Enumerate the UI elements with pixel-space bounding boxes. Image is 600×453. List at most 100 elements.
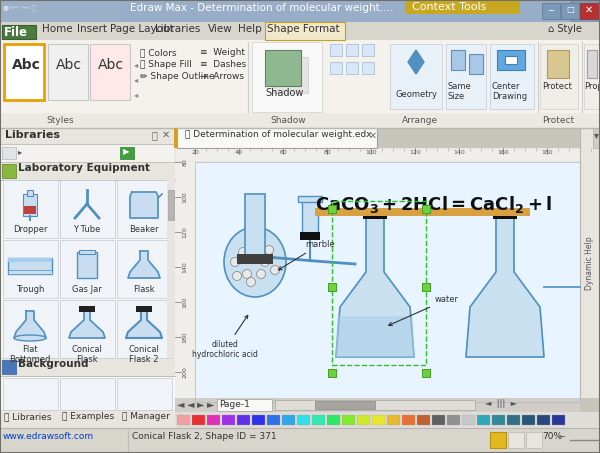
- Bar: [8, 270, 52, 274]
- Circle shape: [233, 271, 241, 280]
- Text: ◄  |||  ►: ◄ ||| ►: [485, 399, 517, 408]
- Bar: [267, 415, 280, 425]
- Bar: [0, 0, 600, 22]
- Bar: [3, 180, 58, 238]
- Text: Protect: Protect: [542, 116, 574, 125]
- Text: ▾: ▾: [594, 130, 599, 140]
- Circle shape: [260, 257, 269, 266]
- Bar: [117, 180, 172, 238]
- Bar: [136, 306, 152, 312]
- Text: Beaker: Beaker: [129, 225, 159, 234]
- Circle shape: [247, 278, 256, 286]
- Text: 80: 80: [323, 150, 331, 155]
- Text: Abc: Abc: [12, 58, 41, 72]
- Polygon shape: [466, 217, 544, 357]
- Text: Protect: Protect: [542, 82, 572, 91]
- Bar: [477, 415, 490, 425]
- Text: 200: 200: [182, 366, 187, 378]
- Bar: [3, 300, 58, 358]
- Text: ◂: ◂: [134, 91, 138, 100]
- Text: marble: marble: [278, 240, 335, 270]
- Bar: [77, 252, 97, 278]
- Text: 100: 100: [365, 150, 377, 155]
- Text: 80: 80: [182, 158, 187, 166]
- Text: 🎨 Shape Fill: 🎨 Shape Fill: [140, 60, 192, 69]
- Bar: [168, 190, 174, 220]
- Bar: [0, 410, 175, 428]
- Circle shape: [251, 252, 260, 261]
- Bar: [493, 209, 517, 219]
- Text: 160: 160: [497, 150, 509, 155]
- Bar: [245, 194, 265, 262]
- Text: ◂: ◂: [134, 76, 138, 85]
- Bar: [23, 194, 37, 216]
- Text: Context Tools: Context Tools: [412, 2, 487, 12]
- Bar: [422, 369, 430, 377]
- Circle shape: [265, 246, 274, 255]
- Bar: [462, 415, 475, 425]
- Polygon shape: [14, 311, 46, 338]
- Bar: [79, 306, 95, 312]
- Bar: [4, 44, 44, 100]
- Text: Laboratory Equipment: Laboratory Equipment: [18, 163, 150, 173]
- Polygon shape: [126, 310, 162, 338]
- Bar: [48, 44, 88, 100]
- Bar: [265, 50, 301, 86]
- Bar: [2, 25, 36, 39]
- Circle shape: [230, 257, 239, 266]
- Bar: [167, 180, 175, 358]
- Text: ⌂ Style: ⌂ Style: [548, 24, 582, 34]
- Bar: [402, 415, 415, 425]
- Text: Trough: Trough: [16, 285, 44, 294]
- Circle shape: [242, 270, 251, 279]
- Bar: [0, 144, 175, 162]
- Bar: [195, 162, 580, 402]
- Bar: [195, 162, 580, 402]
- Bar: [346, 44, 358, 56]
- Text: 120: 120: [409, 150, 421, 155]
- Text: Shape Format: Shape Format: [267, 24, 340, 34]
- Bar: [522, 415, 535, 425]
- Bar: [60, 180, 115, 238]
- Bar: [0, 128, 175, 438]
- Bar: [561, 3, 579, 19]
- Text: Conical
Flask 2: Conical Flask 2: [128, 345, 160, 364]
- Text: Center
Drawing: Center Drawing: [492, 82, 527, 101]
- Bar: [275, 400, 475, 410]
- Bar: [540, 44, 578, 109]
- Bar: [120, 147, 134, 159]
- Bar: [0, 428, 600, 453]
- Text: Gas Jar: Gas Jar: [72, 285, 102, 294]
- Bar: [432, 415, 445, 425]
- Text: Flask: Flask: [133, 285, 155, 294]
- Bar: [175, 398, 580, 412]
- Bar: [330, 44, 342, 56]
- Bar: [526, 432, 542, 448]
- Text: Home: Home: [42, 24, 73, 34]
- Bar: [252, 415, 265, 425]
- Text: Styles: Styles: [46, 116, 74, 125]
- Bar: [497, 50, 525, 70]
- Text: www.edrawsoft.com: www.edrawsoft.com: [3, 432, 94, 441]
- Bar: [3, 378, 58, 410]
- Bar: [593, 128, 600, 148]
- Bar: [3, 240, 58, 298]
- Bar: [552, 415, 565, 425]
- Text: Abc: Abc: [56, 58, 82, 72]
- Polygon shape: [130, 192, 158, 218]
- Bar: [265, 22, 345, 40]
- Text: Shadow: Shadow: [265, 88, 304, 98]
- Text: ▸: ▸: [18, 147, 22, 156]
- Bar: [175, 412, 600, 428]
- Text: Conical Flask 2, Shape ID = 371: Conical Flask 2, Shape ID = 371: [132, 432, 277, 441]
- Text: 📋 Examples: 📋 Examples: [62, 412, 114, 421]
- Text: Arrange: Arrange: [402, 116, 438, 125]
- Bar: [490, 432, 506, 448]
- Bar: [237, 254, 273, 264]
- Bar: [27, 190, 33, 196]
- Text: ✕: ✕: [585, 5, 593, 15]
- Text: →  Arrows: → Arrows: [200, 72, 244, 81]
- Text: Conical
Flask: Conical Flask: [71, 345, 103, 364]
- Bar: [60, 300, 115, 358]
- Bar: [175, 128, 600, 438]
